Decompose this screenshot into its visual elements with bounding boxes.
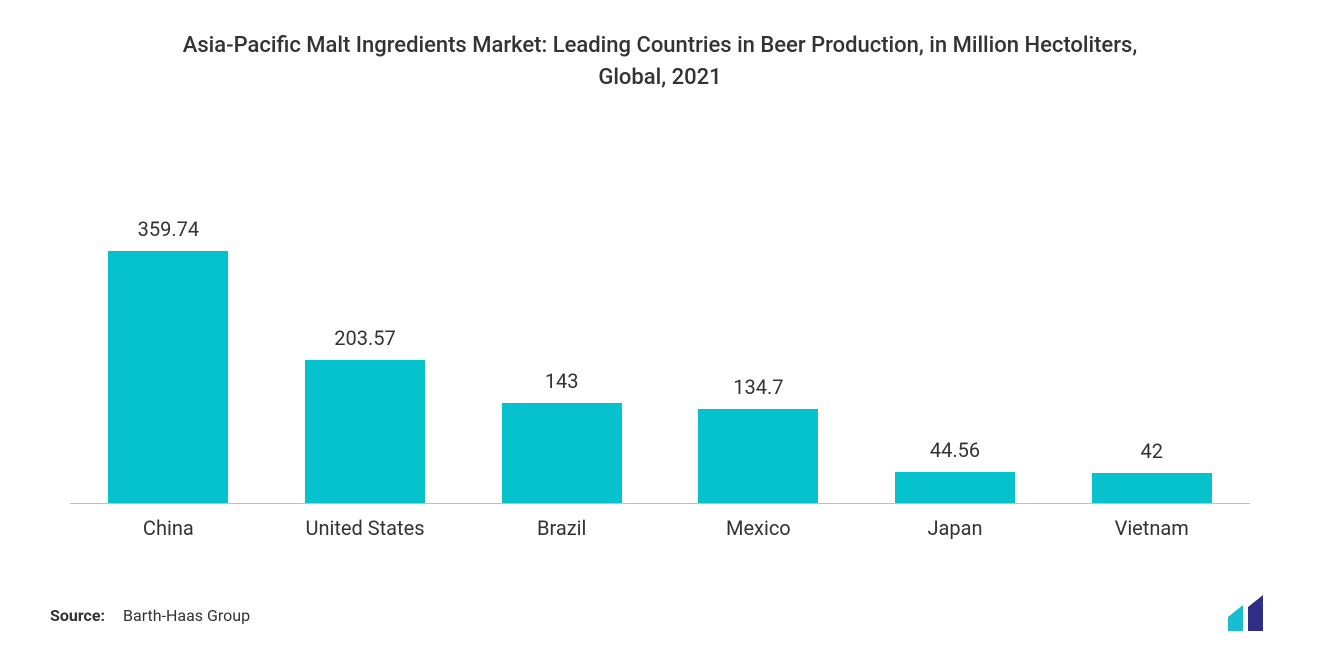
bar-value-label: 42 (1140, 439, 1162, 463)
bar-value-label: 143 (545, 369, 579, 393)
bar-brazil (502, 403, 622, 503)
bar-group: 143 (463, 164, 660, 503)
bar-china (108, 251, 228, 503)
source-label: Source: (50, 606, 105, 625)
bar-value-label: 359.74 (138, 217, 199, 241)
bar-mexico (698, 409, 818, 503)
bar-value-label: 134.7 (733, 375, 783, 399)
bar-value-label: 203.57 (334, 326, 395, 350)
bar-us (305, 360, 425, 502)
brand-logo (1225, 593, 1280, 631)
logo-bar1-icon (1228, 605, 1243, 631)
logo-bar2-icon (1248, 595, 1263, 631)
bar-group: 359.74 (70, 164, 267, 503)
x-label: Japan (857, 516, 1054, 540)
source-row: Source: Barth-Haas Group (50, 606, 250, 625)
x-label: Vietnam (1053, 516, 1250, 540)
x-label: Brazil (463, 516, 660, 540)
plot-area: 359.74 203.57 143 134.7 44.56 42 (70, 164, 1250, 504)
bar-group: 44.56 (857, 164, 1054, 503)
source-text: Barth-Haas Group (123, 606, 250, 625)
x-axis-labels: China United States Brazil Mexico Japan … (70, 516, 1250, 540)
bar-group: 203.57 (267, 164, 464, 503)
chart-title: Asia-Pacific Malt Ingredients Market: Le… (160, 30, 1160, 94)
bar-group: 42 (1053, 164, 1250, 503)
bar-group: 134.7 (660, 164, 857, 503)
x-label: Mexico (660, 516, 857, 540)
x-label: China (70, 516, 267, 540)
x-label: United States (267, 516, 464, 540)
bar-japan (895, 472, 1015, 503)
bar-value-label: 44.56 (930, 438, 980, 462)
chart-container: Asia-Pacific Malt Ingredients Market: Le… (0, 0, 1320, 665)
bar-vietnam (1092, 473, 1212, 502)
